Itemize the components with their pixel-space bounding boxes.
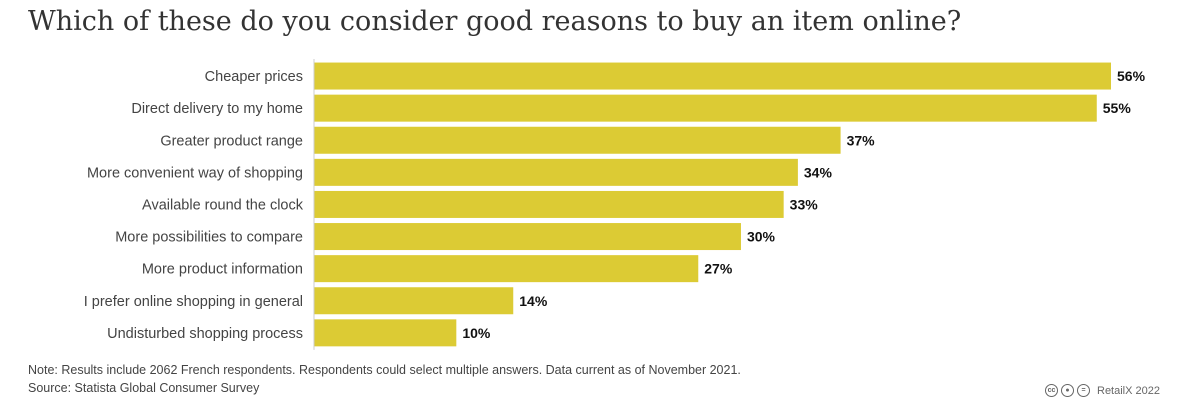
bar <box>314 190 784 218</box>
chart-note: Note: Results include 2062 French respon… <box>28 363 741 377</box>
bar <box>314 255 699 283</box>
category-label: More convenient way of shopping <box>87 165 303 181</box>
value-label: 10% <box>462 325 491 341</box>
category-label: Greater product range <box>160 133 303 149</box>
value-label: 27% <box>704 261 733 277</box>
category-label: Direct delivery to my home <box>131 101 303 117</box>
credit: cc ● = RetailX 2022 <box>1045 384 1160 397</box>
attribution-icon: ● <box>1061 384 1074 397</box>
bar-chart: Cheaper prices 56% Direct delivery to my h… <box>84 59 1146 350</box>
bar <box>314 319 457 347</box>
value-label: 37% <box>847 132 876 148</box>
value-label: 14% <box>519 293 548 309</box>
chart-title: Which of these do you consider good reas… <box>28 6 962 37</box>
value-label: 56% <box>1117 68 1146 84</box>
category-label: More possibilities to compare <box>115 230 303 246</box>
category-label: Cheaper prices <box>205 69 303 85</box>
bar <box>314 223 741 251</box>
chart-source: Source: Statista Global Consumer Survey <box>28 381 260 395</box>
bar <box>314 62 1111 90</box>
bar <box>314 126 841 154</box>
category-label: Available round the clock <box>142 197 304 213</box>
bar <box>314 287 514 315</box>
value-label: 34% <box>804 164 833 180</box>
category-label: I prefer online shopping in general <box>84 294 303 310</box>
value-label: 33% <box>790 196 819 212</box>
value-label: 55% <box>1103 100 1132 116</box>
category-label: Undisturbed shopping process <box>107 326 303 342</box>
credit-text: RetailX 2022 <box>1097 384 1160 397</box>
bar <box>314 158 798 186</box>
category-label: More product information <box>142 262 303 278</box>
no-derivatives-icon: = <box>1077 384 1090 397</box>
bar <box>314 94 1097 122</box>
value-label: 30% <box>747 229 776 245</box>
creative-commons-icon: cc <box>1045 384 1058 397</box>
